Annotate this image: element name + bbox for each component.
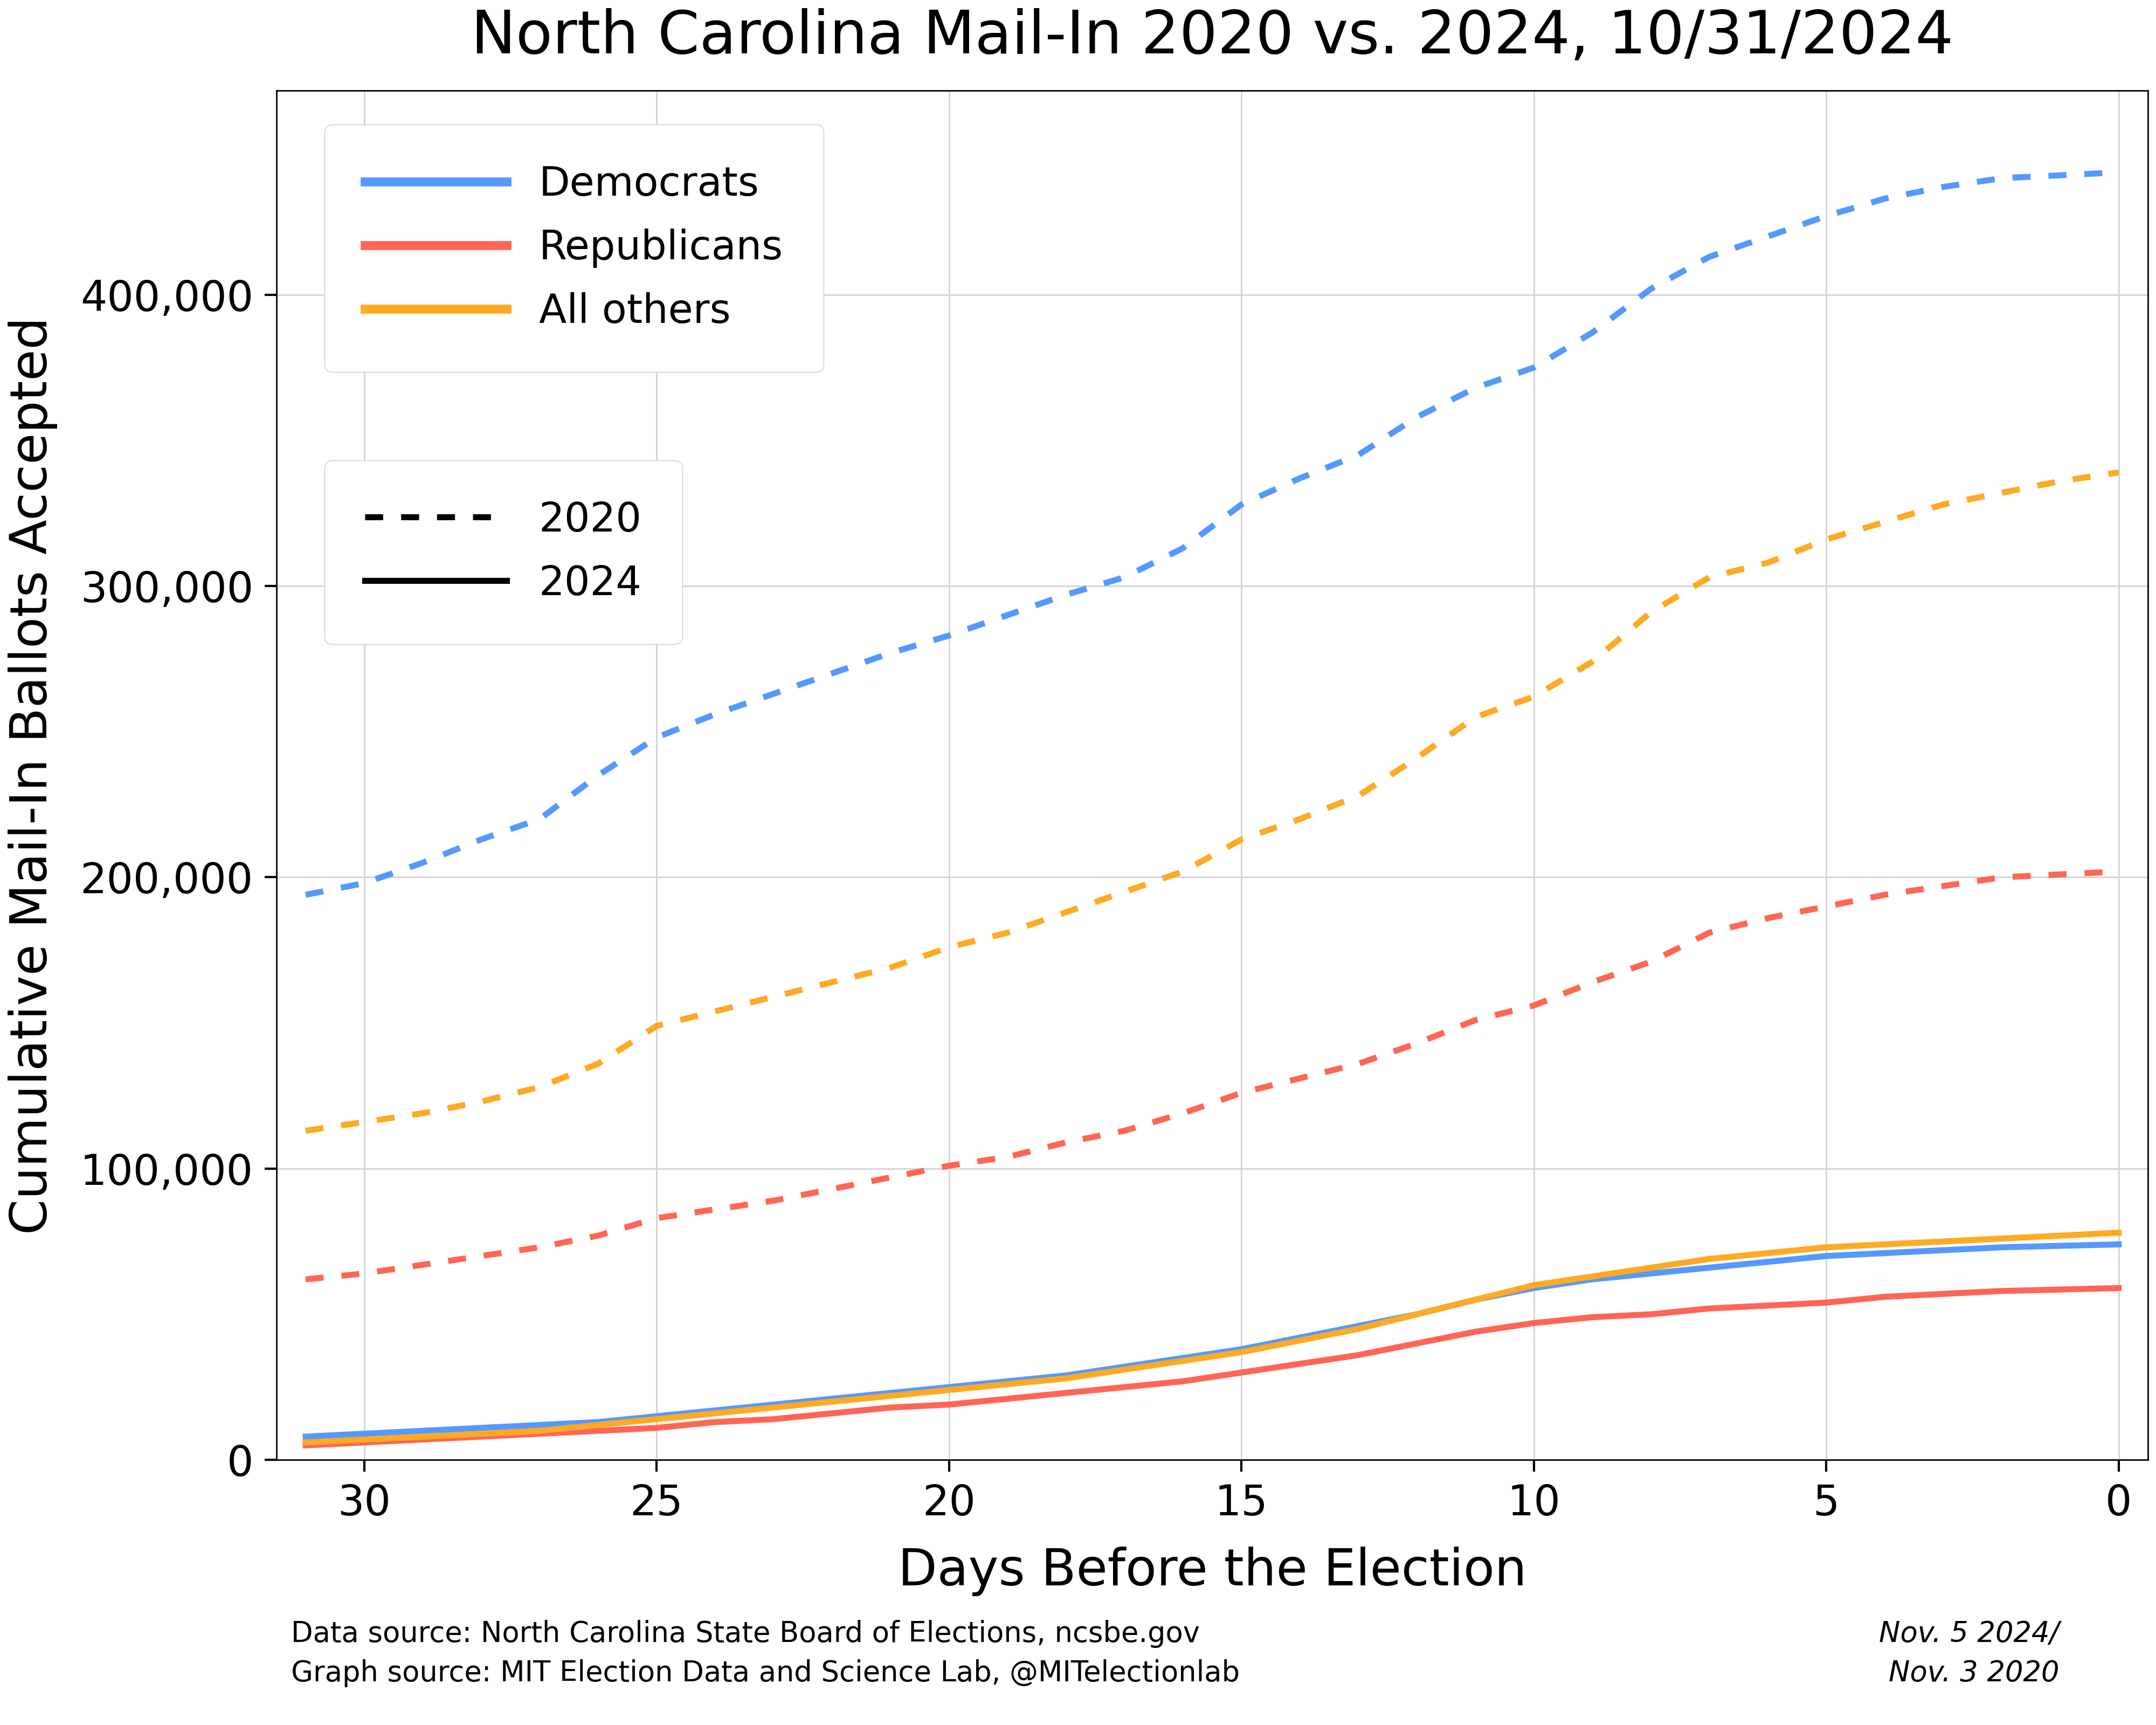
Text: Data source: North Carolina State Board of Elections, ncsbe.gov
Graph source: MI: Data source: North Carolina State Board … xyxy=(291,1620,1240,1687)
Text: Nov. 5 2024/
Nov. 3 2020: Nov. 5 2024/ Nov. 3 2020 xyxy=(1878,1620,2059,1687)
Legend: 2020, 2024: 2020, 2024 xyxy=(326,461,681,643)
X-axis label: Days Before the Election: Days Before the Election xyxy=(897,1547,1526,1596)
Y-axis label: Cumulative Mail-In Ballots Accepted: Cumulative Mail-In Ballots Accepted xyxy=(9,316,58,1235)
Title: North Carolina Mail-In 2020 vs. 2024, 10/31/2024: North Carolina Mail-In 2020 vs. 2024, 10… xyxy=(470,9,1953,66)
